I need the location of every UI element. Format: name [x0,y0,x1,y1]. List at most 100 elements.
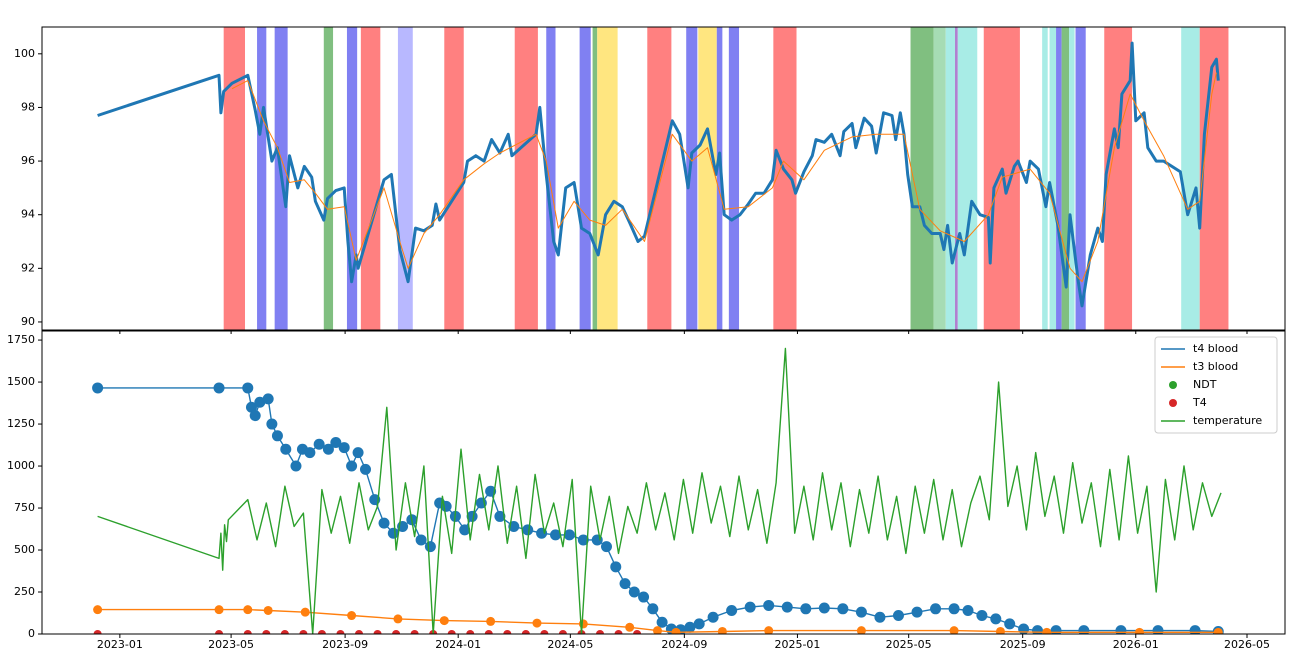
highlight-span [1181,27,1200,330]
data-point [693,618,705,630]
data-point [855,606,867,618]
data-point [818,602,830,614]
data-point [392,630,401,634]
data-point [763,599,775,611]
y-tick-label: 94 [21,208,35,221]
data-point [625,622,635,632]
highlight-span [957,27,978,330]
data-point [304,447,316,459]
data-point [744,601,756,613]
data-point [874,611,886,623]
data-point [249,410,261,422]
data-point [387,527,399,539]
data-point [330,437,342,449]
series-line [231,72,1217,283]
data-point [338,442,350,454]
data-point [995,626,1005,634]
data-point [378,517,390,529]
legend: t4 blood t3 blood NDT T4 temperature [1154,336,1278,434]
data-point [494,510,506,522]
legend-label: t4 blood [1193,342,1238,355]
data-point [359,463,371,475]
highlight-span [597,27,618,330]
x-tick-label: 2023-05 [208,638,254,650]
data-point [213,382,225,394]
data-point [563,529,575,541]
data-point [781,601,793,613]
legend-label: T4 [1192,396,1207,409]
y-tick-label: 0 [28,627,35,640]
data-point [550,529,562,541]
data-point [266,418,278,430]
x-tick-label: 2026-01 [1113,638,1159,650]
data-point [263,605,273,615]
data-point [424,541,436,553]
data-point [558,630,567,634]
highlight-span [1049,27,1057,330]
data-point [271,430,283,442]
data-point [532,618,542,628]
data-point [242,382,254,394]
series-line [97,608,1219,633]
highlight-span [1056,27,1062,330]
data-point [373,630,382,634]
data-point [254,396,266,408]
data-point [415,534,427,546]
data-point [656,616,668,628]
data-point [243,605,253,615]
data-point [243,630,252,634]
plot-area [97,27,1229,330]
series-line [97,347,1222,634]
data-point [214,605,224,615]
y-tick-label: 100 [14,47,35,60]
data-point [93,605,103,615]
highlight-span [1061,27,1070,330]
data-point [628,586,640,598]
highlight-span [444,27,464,330]
data-point [439,616,449,626]
data-point [764,626,774,634]
data-point [962,604,974,616]
data-point [93,630,102,634]
highlight-span [546,27,556,330]
legend-label: t3 blood [1193,360,1238,373]
data-point [638,591,650,603]
highlight-span [910,27,934,330]
data-point [355,630,364,634]
data-point [976,610,988,622]
y-tick-label: 96 [21,154,35,167]
x-tick-label: 2025-01 [774,638,820,650]
data-point [600,541,612,553]
data-point [322,443,334,455]
data-point [1042,627,1052,634]
y-tick-label: 500 [14,543,35,556]
highlight-span [955,27,958,330]
highlight-span [698,27,717,330]
highlight-span [1075,27,1086,330]
y-tick-label: 1750 [7,333,35,346]
data-point [1018,623,1030,634]
legend-box [1154,336,1278,434]
data-point [707,611,719,623]
x-tick-label: 2023-01 [97,638,143,650]
data-point [671,627,681,634]
plot-area [92,347,1224,634]
highlight-span [686,27,698,330]
data-point [1213,627,1223,634]
axes-frame [41,330,1286,635]
highlight-span [257,27,267,330]
data-point [684,621,696,633]
highlight-span [728,27,740,330]
y-tick-label: 1000 [7,459,35,472]
data-point [352,447,364,459]
series-line [97,41,1220,308]
highlight-span [579,27,591,330]
x-tick-label: 2025-09 [1000,638,1046,650]
highlight-span [397,27,413,330]
y-tick-label: 1250 [7,417,35,430]
data-point [949,626,959,634]
x-tick-label: 2024-09 [661,638,707,650]
data-point [856,626,866,634]
highlight-span [1199,27,1229,330]
